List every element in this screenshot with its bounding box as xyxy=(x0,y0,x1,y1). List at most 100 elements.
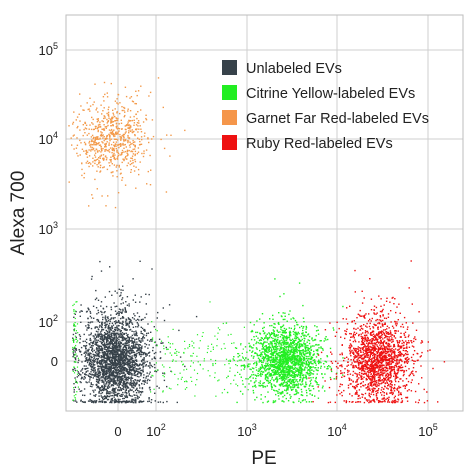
data-point xyxy=(296,384,298,386)
data-point xyxy=(143,358,145,360)
data-point xyxy=(271,376,273,378)
data-point xyxy=(126,296,129,298)
data-point xyxy=(279,393,281,395)
data-point xyxy=(119,376,121,378)
data-point xyxy=(126,329,128,331)
data-point xyxy=(305,328,307,330)
data-point xyxy=(91,369,94,372)
data-point xyxy=(89,362,91,364)
data-point xyxy=(129,349,131,352)
data-point xyxy=(255,364,258,366)
data-point xyxy=(124,363,126,366)
data-point xyxy=(305,355,307,358)
data-point xyxy=(295,358,297,361)
data-point xyxy=(294,350,297,353)
data-point xyxy=(273,352,275,354)
data-point xyxy=(102,166,104,169)
data-point xyxy=(285,346,287,348)
data-point xyxy=(124,357,127,360)
data-point xyxy=(257,354,259,357)
data-point xyxy=(197,361,199,363)
data-point xyxy=(288,327,290,329)
data-point xyxy=(135,383,137,385)
data-point xyxy=(265,349,267,351)
data-point xyxy=(111,326,114,328)
data-point xyxy=(85,357,87,360)
data-point xyxy=(286,382,288,385)
data-point xyxy=(121,384,123,386)
data-point xyxy=(253,363,255,365)
data-point xyxy=(254,352,256,354)
data-point xyxy=(90,376,92,378)
data-point xyxy=(131,395,133,397)
data-point xyxy=(136,349,139,352)
data-point xyxy=(102,351,104,354)
data-point xyxy=(280,355,282,357)
data-point xyxy=(280,351,283,353)
data-point xyxy=(134,384,136,387)
data-point xyxy=(123,360,125,362)
data-point xyxy=(103,81,106,84)
data-point xyxy=(274,374,276,376)
data-point xyxy=(283,335,285,337)
data-point xyxy=(317,329,319,331)
data-point xyxy=(98,377,100,380)
data-point xyxy=(133,351,135,354)
data-point xyxy=(88,357,91,359)
data-point xyxy=(72,135,74,137)
data-point xyxy=(140,364,143,366)
data-point xyxy=(102,128,104,130)
data-point xyxy=(271,342,273,345)
data-point xyxy=(283,377,286,379)
data-point xyxy=(75,338,77,340)
data-point xyxy=(116,132,118,135)
data-point xyxy=(306,355,308,358)
data-point xyxy=(298,366,300,368)
data-point xyxy=(275,343,277,346)
data-point xyxy=(125,377,128,379)
data-point xyxy=(293,376,295,379)
data-point xyxy=(283,355,285,357)
data-point xyxy=(123,380,125,382)
data-point xyxy=(250,331,252,333)
data-point xyxy=(116,359,119,362)
data-point xyxy=(88,142,90,144)
data-point xyxy=(230,383,232,385)
data-point xyxy=(280,362,282,364)
data-point xyxy=(99,161,101,163)
data-point xyxy=(276,339,279,341)
data-point xyxy=(116,372,118,374)
data-point xyxy=(184,348,186,350)
data-point xyxy=(117,372,120,374)
data-point xyxy=(255,380,257,382)
data-point xyxy=(284,339,286,342)
data-point xyxy=(123,369,125,371)
data-point xyxy=(137,137,139,139)
data-point xyxy=(285,349,288,351)
data-point xyxy=(118,385,120,387)
data-point xyxy=(310,366,312,369)
data-point xyxy=(168,387,170,389)
data-point xyxy=(292,351,294,354)
data-point xyxy=(120,168,122,171)
data-point xyxy=(174,373,176,375)
data-point xyxy=(131,330,133,332)
data-point xyxy=(273,348,275,350)
data-point xyxy=(258,358,261,361)
data-point xyxy=(78,349,80,351)
data-point xyxy=(296,386,299,389)
data-point xyxy=(267,364,269,367)
data-point xyxy=(281,369,283,372)
data-point xyxy=(103,357,105,359)
data-point xyxy=(115,376,118,378)
data-point xyxy=(149,340,151,342)
data-point xyxy=(317,344,319,346)
data-point xyxy=(271,378,273,380)
data-point xyxy=(259,318,261,320)
data-point xyxy=(122,302,124,304)
data-point xyxy=(306,394,308,397)
data-point xyxy=(284,359,286,361)
data-point xyxy=(117,393,119,395)
data-point xyxy=(145,293,147,295)
data-point xyxy=(280,365,282,367)
